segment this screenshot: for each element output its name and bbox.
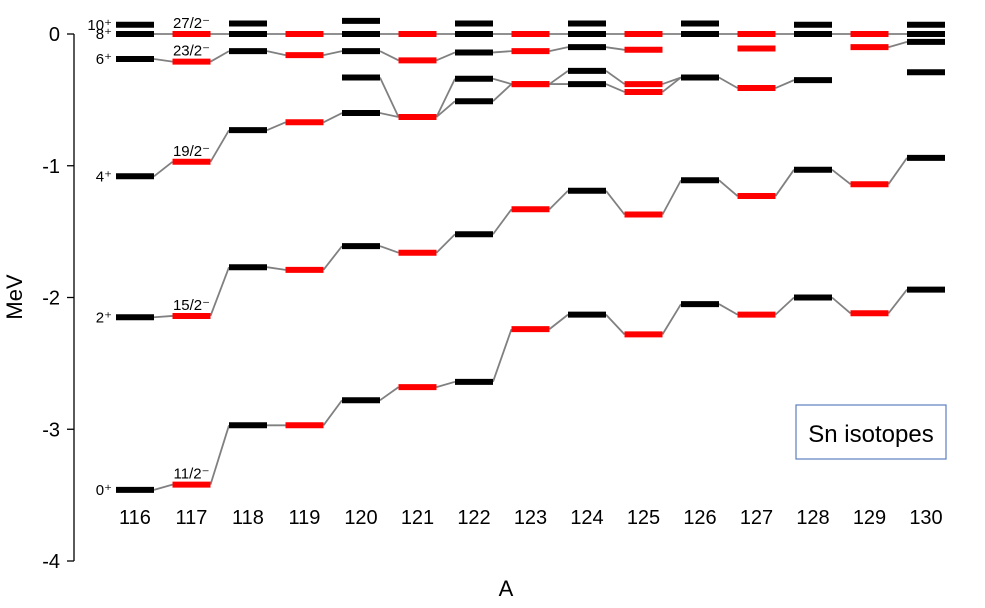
level-connector	[436, 380, 456, 388]
x-axis-title: A	[499, 576, 514, 601]
level-connector	[153, 161, 174, 177]
level-connector	[605, 70, 626, 85]
level-connector	[718, 303, 738, 316]
level-connector	[209, 129, 230, 163]
level-connector	[435, 100, 456, 118]
level-connector	[492, 328, 513, 383]
level-labels: 0⁺ 11/2⁻ 2⁺ 15/2⁻ 4⁺ 19/2⁻ 6⁺ 23/2⁻ 8⁺ 27/2⁻ 10⁺	[87, 15, 210, 499]
level-connector	[323, 112, 343, 124]
x-tick-label: 124	[570, 507, 603, 529]
spin-label-even: 0⁺	[96, 482, 112, 499]
level-connector	[661, 76, 682, 93]
level-connector	[209, 266, 230, 317]
level-connector	[153, 58, 173, 63]
level-connector	[492, 83, 513, 102]
x-tick-label: 117	[176, 507, 208, 529]
level-connector	[774, 296, 795, 316]
level-connector	[266, 121, 286, 132]
level-connector	[718, 179, 739, 197]
level-connector	[492, 208, 513, 235]
level-connector	[379, 386, 400, 401]
x-tick-label: 126	[683, 507, 716, 529]
spin-label-odd: 19/2⁻	[173, 143, 210, 160]
level-connector	[210, 50, 230, 63]
x-tick-label: 125	[627, 507, 660, 529]
energy-levels	[116, 17, 945, 493]
level-connector	[605, 314, 626, 336]
spin-label-even: 8⁺	[96, 26, 112, 43]
x-tick-label: 121	[401, 507, 434, 529]
y-tick-label: 0	[49, 24, 60, 46]
level-connector	[887, 289, 908, 314]
level-connector	[888, 41, 908, 49]
spin-label-even: 4⁺	[96, 168, 112, 185]
level-connector	[209, 425, 230, 485]
y-tick-label: -4	[42, 551, 60, 573]
legend-box	[795, 404, 947, 460]
spin-label-odd: 11/2⁻	[174, 466, 210, 483]
level-connector	[661, 303, 682, 335]
x-tick-label: 116	[119, 507, 151, 529]
spin-label-even: 2⁺	[96, 309, 112, 326]
x-tick-label: 130	[909, 507, 942, 529]
level-connector	[153, 315, 173, 319]
level-connector	[831, 296, 852, 314]
level-connector	[322, 399, 343, 426]
level-connector	[605, 190, 626, 216]
x-tick-label: 128	[796, 507, 829, 529]
level-connector	[605, 83, 625, 93]
level-connector	[435, 78, 456, 118]
x-tick-label: 122	[457, 507, 490, 529]
spin-label-odd: 27/2⁻	[173, 15, 210, 32]
level-connector	[661, 179, 682, 215]
axes: 0 -1 -2 -3 -4 116 117 118 119 120 121 122 123 124 125 1…	[2, 24, 943, 601]
level-connector	[492, 77, 512, 85]
level-connector	[436, 51, 456, 62]
level-connector	[266, 50, 286, 56]
legend-text: Sn isotopes	[808, 421, 933, 448]
x-tick-label: 119	[289, 507, 321, 529]
level-connector	[153, 483, 173, 491]
level-connector	[435, 233, 456, 254]
level-connector	[775, 79, 795, 89]
spin-label-odd: 15/2⁻	[173, 297, 210, 314]
level-connector	[379, 50, 399, 62]
level-connector	[718, 76, 738, 89]
level-connector	[322, 245, 343, 271]
y-axis-title: MeV	[2, 274, 27, 320]
level-connector	[379, 112, 399, 118]
spin-label-even: 6⁺	[96, 51, 112, 68]
level-connectors	[153, 33, 908, 491]
level-connector	[774, 169, 795, 197]
level-connector	[549, 46, 569, 53]
level-connector	[662, 76, 682, 85]
x-tick-label: 118	[232, 507, 264, 529]
level-connector	[548, 313, 569, 330]
x-tick-label: 123	[514, 507, 547, 529]
level-connector	[266, 266, 286, 271]
level-connector	[379, 77, 400, 118]
level-connector	[831, 168, 852, 185]
x-tick-label: 120	[344, 507, 377, 529]
y-tick-label: -1	[42, 156, 60, 178]
level-connector	[492, 50, 512, 54]
x-tick-label: 129	[853, 507, 886, 529]
y-tick-label: -2	[42, 288, 60, 310]
level-connector	[887, 157, 908, 185]
spin-label-odd: 23/2⁻	[173, 43, 210, 60]
level-connector	[548, 70, 569, 85]
level-connector	[323, 50, 343, 56]
level-connector	[379, 245, 399, 254]
spin-label-even: 10⁺	[87, 17, 112, 34]
level-connector	[605, 46, 625, 51]
level-connector	[548, 190, 569, 210]
x-tick-label: 127	[740, 507, 773, 529]
y-tick-label: -3	[42, 419, 60, 441]
legend: Sn isotopes	[795, 404, 947, 460]
